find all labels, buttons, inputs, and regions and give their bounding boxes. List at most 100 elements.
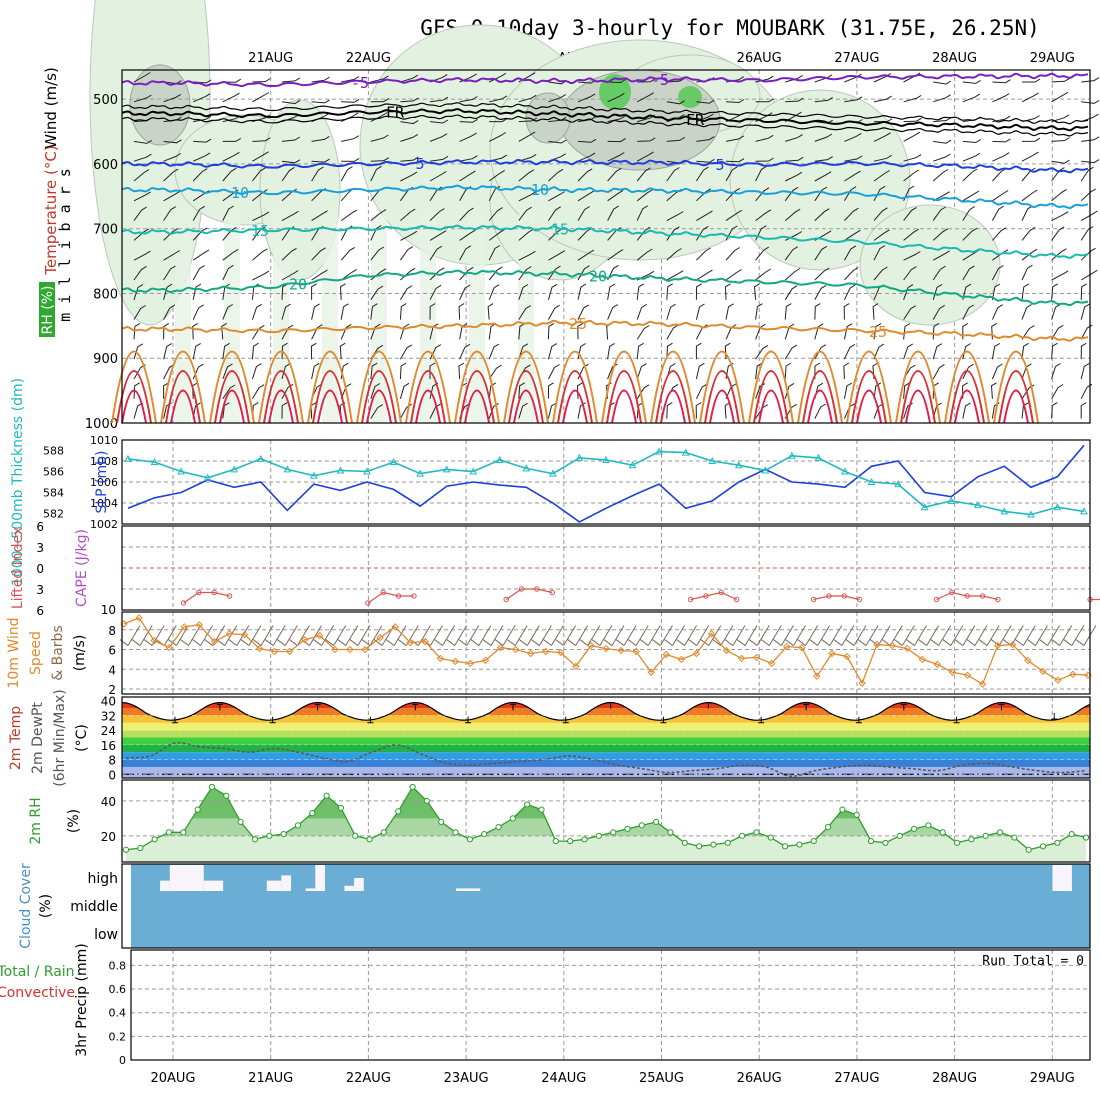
surface-wind-barb xyxy=(676,625,698,646)
wind-barb xyxy=(873,343,885,360)
precip-total-legend: Total / Rain xyxy=(0,964,75,980)
temp-max-marker xyxy=(314,703,321,711)
wind-barb xyxy=(281,362,291,380)
high-cloud-block xyxy=(160,880,170,891)
slp-line xyxy=(127,444,1085,523)
wind-speed-marker xyxy=(1039,667,1047,675)
boundary-contour xyxy=(748,350,794,424)
wind-barb xyxy=(193,138,212,143)
wind-barb xyxy=(784,268,801,281)
rh-point xyxy=(137,844,144,852)
rh-shading-dark xyxy=(129,64,191,146)
wind-barb xyxy=(903,323,911,340)
temp-max-marker xyxy=(216,703,223,711)
surface-wind-barb xyxy=(434,625,456,646)
wind-barb xyxy=(1021,325,1035,340)
wind-speed-marker xyxy=(707,630,716,638)
wind-barb xyxy=(518,94,537,103)
thickness-marker xyxy=(867,477,876,485)
boundary-contour xyxy=(552,350,598,424)
wind-speed-marker xyxy=(813,672,821,680)
thickness-marker xyxy=(203,473,212,481)
thickness-marker xyxy=(230,465,239,473)
surface-wind-barb xyxy=(918,625,940,646)
wind-barb xyxy=(222,137,242,142)
rh-column xyxy=(224,215,240,423)
wind-barb xyxy=(636,167,651,182)
boundary-contour xyxy=(361,370,397,424)
wind-barb xyxy=(429,96,449,103)
rh-column xyxy=(371,215,387,423)
wind-barb xyxy=(666,248,682,261)
lifted-index-point xyxy=(534,586,540,592)
wind-barb xyxy=(1051,91,1069,103)
wind-barb xyxy=(962,168,978,182)
wind-barb xyxy=(636,363,647,380)
rh-point xyxy=(925,822,932,829)
wind-barb xyxy=(222,92,240,103)
wind-barb xyxy=(400,208,416,221)
wind-barb xyxy=(222,167,237,182)
rh-point xyxy=(1039,843,1047,850)
wind-barb xyxy=(1051,363,1061,380)
wind-barb xyxy=(1021,342,1029,360)
wind-tick-label: 6 xyxy=(108,644,116,658)
wind-speed-marker xyxy=(150,636,158,645)
rh-point xyxy=(237,818,244,825)
boundary-contour xyxy=(160,350,206,424)
wind-barb xyxy=(844,96,863,103)
wind-barb xyxy=(1051,188,1067,202)
precip-tick-label: 0.8 xyxy=(109,959,127,972)
boundary-contour xyxy=(846,350,892,424)
wind-speed-marker xyxy=(285,647,294,656)
wind-barb xyxy=(518,169,535,182)
wind-barb xyxy=(607,363,618,380)
wind-barb xyxy=(992,93,1010,103)
boundary-contour xyxy=(258,350,304,424)
surface-wind-barb xyxy=(978,625,1000,646)
wind-barb xyxy=(1080,226,1094,241)
wind-barb xyxy=(547,402,557,419)
wind-speed-marker xyxy=(331,645,339,654)
boundary-contour xyxy=(307,350,353,424)
wind-barb xyxy=(1081,136,1100,142)
rh-point xyxy=(753,829,760,836)
lifted-index-point xyxy=(718,589,725,596)
thickness-marker xyxy=(495,455,504,463)
rh-point xyxy=(366,836,373,843)
wind-barb xyxy=(666,283,673,300)
boundary-contour xyxy=(611,389,637,424)
boundary-contour xyxy=(601,350,647,424)
wind-barb xyxy=(370,157,390,162)
boundary-contour xyxy=(851,370,887,424)
thickness-marker xyxy=(841,467,849,475)
rh-point xyxy=(624,825,631,832)
wind-barb xyxy=(163,343,172,360)
high-cloud-block xyxy=(344,885,355,891)
wind-barb xyxy=(814,323,824,340)
panel-frame xyxy=(121,696,1091,779)
wind-barb xyxy=(547,304,560,320)
boundary-contour xyxy=(606,370,642,424)
wind-barb xyxy=(163,250,180,261)
surface-wind-barb xyxy=(458,625,480,646)
wind-barb xyxy=(399,403,412,419)
thickness-marker xyxy=(336,466,345,474)
surface-wind-barb xyxy=(579,625,601,646)
wind-barb xyxy=(607,304,618,320)
wind-speed-marker xyxy=(210,637,219,646)
wind-barb xyxy=(696,99,715,104)
boundary-contour xyxy=(944,350,990,424)
wind-barb xyxy=(990,382,997,399)
surface-wind-barb xyxy=(615,625,637,646)
wind-speed-marker xyxy=(647,668,655,676)
wind-barb xyxy=(488,245,501,261)
wind-barb xyxy=(222,342,230,360)
wind-barb xyxy=(932,250,950,261)
wind-tick-label: 4 xyxy=(108,663,116,677)
wind-barb xyxy=(133,206,147,221)
wind-barb xyxy=(281,166,295,182)
wind-barb xyxy=(340,323,352,340)
lifted-tick-label: 6 xyxy=(36,604,44,618)
temperature-band xyxy=(122,752,1090,760)
